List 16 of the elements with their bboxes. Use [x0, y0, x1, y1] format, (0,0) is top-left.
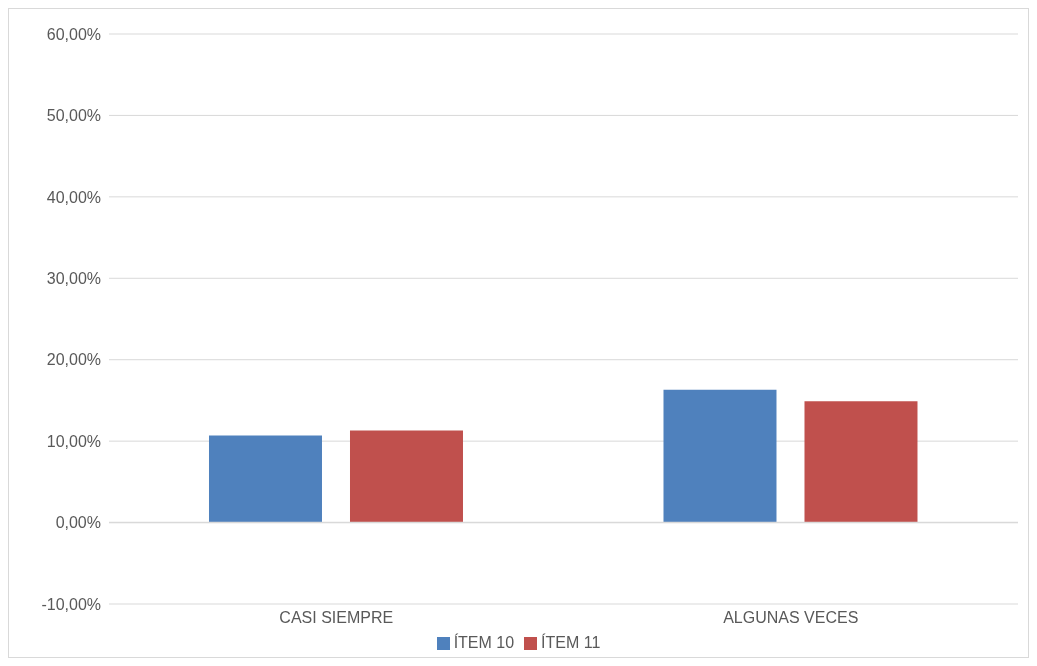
y-tick-label: 40,00% — [46, 188, 101, 206]
y-tick-label: 60,00% — [46, 25, 101, 43]
y-tick-label: 10,00% — [46, 432, 101, 450]
y-tick-label: -10,00% — [41, 595, 101, 613]
bar — [663, 389, 777, 523]
bar — [208, 435, 322, 523]
x-tick-label: ALGUNAS VECES — [723, 609, 859, 627]
legend-label: ÍTEM 11 — [541, 634, 601, 651]
y-tick-label: 20,00% — [46, 351, 101, 369]
y-tick-label: 0,00% — [55, 514, 101, 532]
bar — [349, 430, 463, 523]
x-tick-label: CASI SIEMPRE — [279, 609, 394, 627]
bar — [804, 401, 918, 523]
legend-label: ÍTEM 10 — [453, 634, 515, 651]
y-tick-label: 30,00% — [46, 269, 101, 287]
y-tick-label: 50,00% — [46, 107, 101, 125]
